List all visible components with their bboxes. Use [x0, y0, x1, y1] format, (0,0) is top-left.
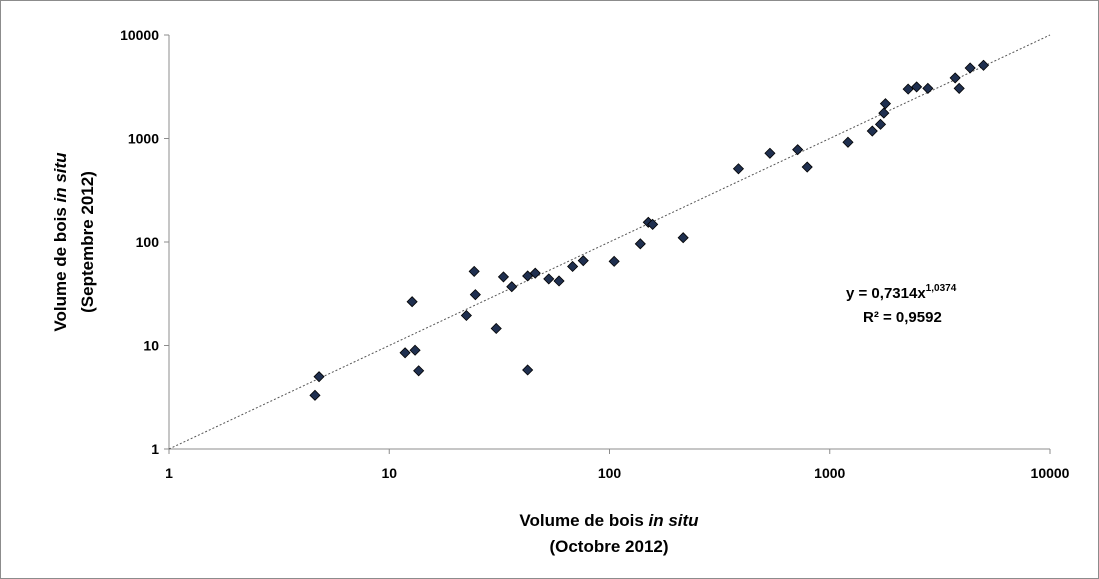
data-point: [543, 273, 555, 285]
data-point: [634, 238, 646, 250]
data-point: [399, 347, 411, 359]
power-trendline: [168, 34, 1051, 450]
data-point: [792, 144, 804, 156]
y-tick-label: 100: [136, 234, 160, 250]
data-point: [409, 344, 421, 356]
data-point: [977, 59, 990, 71]
trendline-equation: y = 0,7314x1,0374: [846, 283, 957, 302]
data-point: [468, 265, 480, 277]
data-point: [313, 371, 325, 383]
data-point: [801, 161, 813, 173]
y-tick-label: 1: [151, 441, 159, 457]
x-tick-label: 10: [381, 465, 397, 481]
data-point: [529, 267, 541, 279]
x-axis-title-line1: Volume de bois in situ: [519, 511, 699, 530]
data-point: [469, 289, 481, 301]
data-point: [902, 83, 914, 95]
data-point: [577, 255, 589, 267]
y-axis-title-line1: Volume de bois in situ: [51, 152, 70, 332]
y-tick-label: 10: [143, 338, 159, 354]
data-point: [764, 147, 776, 159]
data-point: [567, 260, 579, 273]
data-point: [879, 98, 892, 110]
data-point: [413, 365, 425, 377]
y-tick-label: 10000: [120, 27, 159, 43]
data-point: [842, 136, 854, 148]
data-point: [732, 163, 745, 175]
data-point: [460, 309, 472, 322]
data-point: [922, 82, 934, 94]
x-tick-label: 100: [598, 465, 622, 481]
data-point: [497, 271, 510, 283]
data-point: [490, 322, 502, 335]
data-point: [878, 107, 890, 119]
r-squared-label: R² = 0,9592: [863, 309, 942, 326]
data-point: [964, 62, 976, 74]
x-tick-labels: 1 10 100 1000 10000: [165, 449, 1070, 481]
data-point: [647, 218, 659, 230]
data-point: [522, 364, 534, 376]
data-point: [677, 232, 689, 244]
y-axis-title-line2: (Septembre 2012): [78, 171, 97, 313]
data-point: [553, 275, 565, 287]
data-point: [406, 296, 418, 308]
x-axis-title-line2: (Octobre 2012): [549, 537, 668, 556]
data-points: [309, 59, 990, 401]
x-tick-label: 1000: [814, 465, 845, 481]
data-point: [953, 82, 965, 94]
data-point: [874, 118, 887, 130]
x-tick-label: 10000: [1031, 465, 1070, 481]
y-tick-label: 1000: [128, 131, 159, 147]
data-point: [309, 389, 321, 401]
data-point: [949, 72, 961, 84]
data-point: [866, 125, 878, 137]
data-point: [506, 281, 518, 293]
x-tick-label: 1: [165, 465, 173, 481]
y-tick-labels: 1 10 100 1000 10000: [120, 27, 169, 457]
data-point: [911, 81, 923, 93]
data-point: [608, 255, 620, 267]
